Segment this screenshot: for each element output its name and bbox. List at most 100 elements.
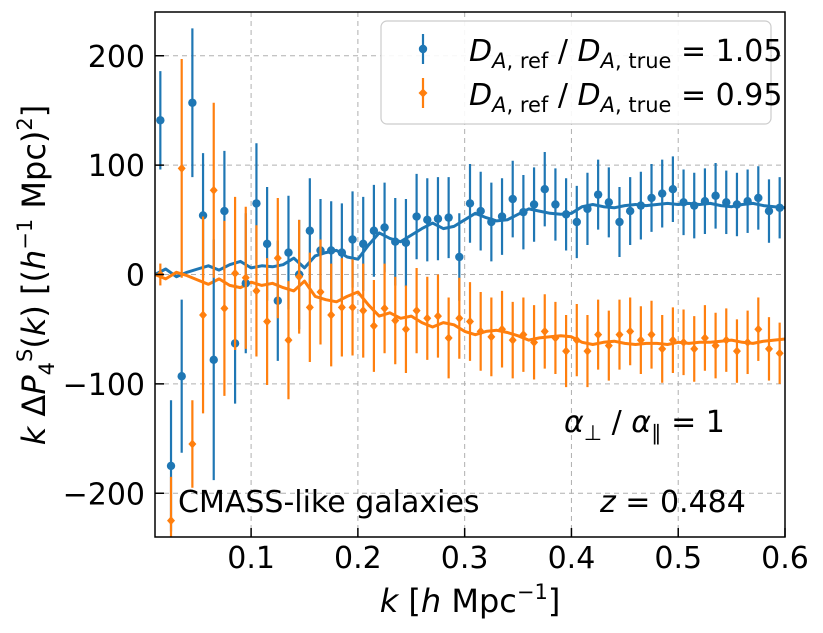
y-tick-label: 0 [126,259,145,294]
data-point [604,198,614,207]
data-point [679,337,688,347]
y-axis-label: k ΔP4S(k) [(h−1 Mpc)2] [13,105,59,446]
x-axis-label: k [h Mpc−1] [380,580,561,620]
legend-box [380,20,772,125]
data-point [476,326,485,336]
data-point [668,184,678,194]
data-point [177,372,186,381]
data-point [444,213,453,222]
data-point [700,197,710,206]
data-point [231,268,240,278]
data-point [188,439,197,449]
data-point [401,324,410,334]
data-point [369,321,378,331]
data-point [263,317,272,327]
data-point [583,204,592,214]
data-point [305,302,314,312]
data-point [252,199,261,208]
legend: DA, ref / DA, true = 1.05 DA, ref / DA, … [380,20,782,125]
data-point [519,207,528,217]
data-point [412,306,421,316]
x-tick-label: 0.6 [761,541,809,576]
data-point [711,341,720,351]
data-point [348,302,357,312]
data-point [476,206,485,216]
data-point [241,273,250,283]
data-point [487,332,496,342]
svg-text:DA, ref / DA, true = 1.05: DA, ref / DA, true = 1.05 [469,34,782,73]
x-tick-label: 0.3 [441,541,489,576]
x-tick-label: 0.5 [654,541,702,576]
data-point [668,335,677,345]
data-point [561,210,571,219]
alpha-ratio-annotation: α⊥ / α∥ = 1 [564,405,725,445]
data-point [433,214,443,223]
data-point [455,313,464,323]
data-point [593,190,603,199]
data-point [530,337,539,347]
data-point [775,348,784,358]
y-tick-label: 100 [88,149,145,184]
data-point [273,253,282,263]
data-point [647,330,656,340]
data-point [252,286,261,296]
data-point [722,335,731,345]
data-point [498,324,507,334]
data-point [658,189,667,198]
data-point [359,239,368,249]
data-point [626,326,635,336]
data-point [423,215,432,225]
data-point [775,203,784,212]
data-point [262,239,272,249]
data-point [380,223,389,232]
data-point [722,198,731,207]
data-point [188,98,197,107]
data-point [519,330,528,340]
data-point [636,335,645,345]
data-point [166,461,176,471]
data-point [647,193,656,203]
data-point [679,198,688,207]
data-point [497,212,507,221]
data-point [337,302,346,312]
data-point [391,315,400,325]
data-point [583,346,592,356]
data-point [401,238,411,247]
data-point [572,217,581,227]
data-point [615,330,624,340]
x-tick-label: 0.4 [548,541,596,576]
x-tick-label: 0.2 [334,541,382,576]
data-point [337,248,347,257]
data-point [348,235,357,244]
data-point [167,516,176,526]
data-point [369,226,379,235]
data-point [220,206,229,216]
data-point [198,211,208,220]
y-tick-label: −100 [63,368,145,403]
data-point [764,344,773,354]
data-point [391,237,400,246]
data-point [316,287,325,297]
data-point [199,310,208,320]
data-point [284,335,293,345]
data-point [754,193,763,203]
data-point [466,317,474,327]
x-tick-label: 0.1 [227,541,275,576]
data-point [508,194,517,204]
data-point [732,200,742,209]
y-tick-label: 200 [88,40,145,75]
data-point [594,330,603,340]
data-point [551,200,560,209]
data-point [455,252,464,262]
data-point [444,333,453,343]
sample-annotation: CMASS-like galaxies [178,485,480,520]
data-point [572,335,581,345]
data-point [433,311,442,321]
data-point [604,341,613,351]
y-tick-label: −200 [63,477,145,512]
data-point [487,217,496,227]
data-point [209,355,218,365]
data-point [658,344,667,354]
data-point [295,272,304,282]
data-point [690,201,699,210]
